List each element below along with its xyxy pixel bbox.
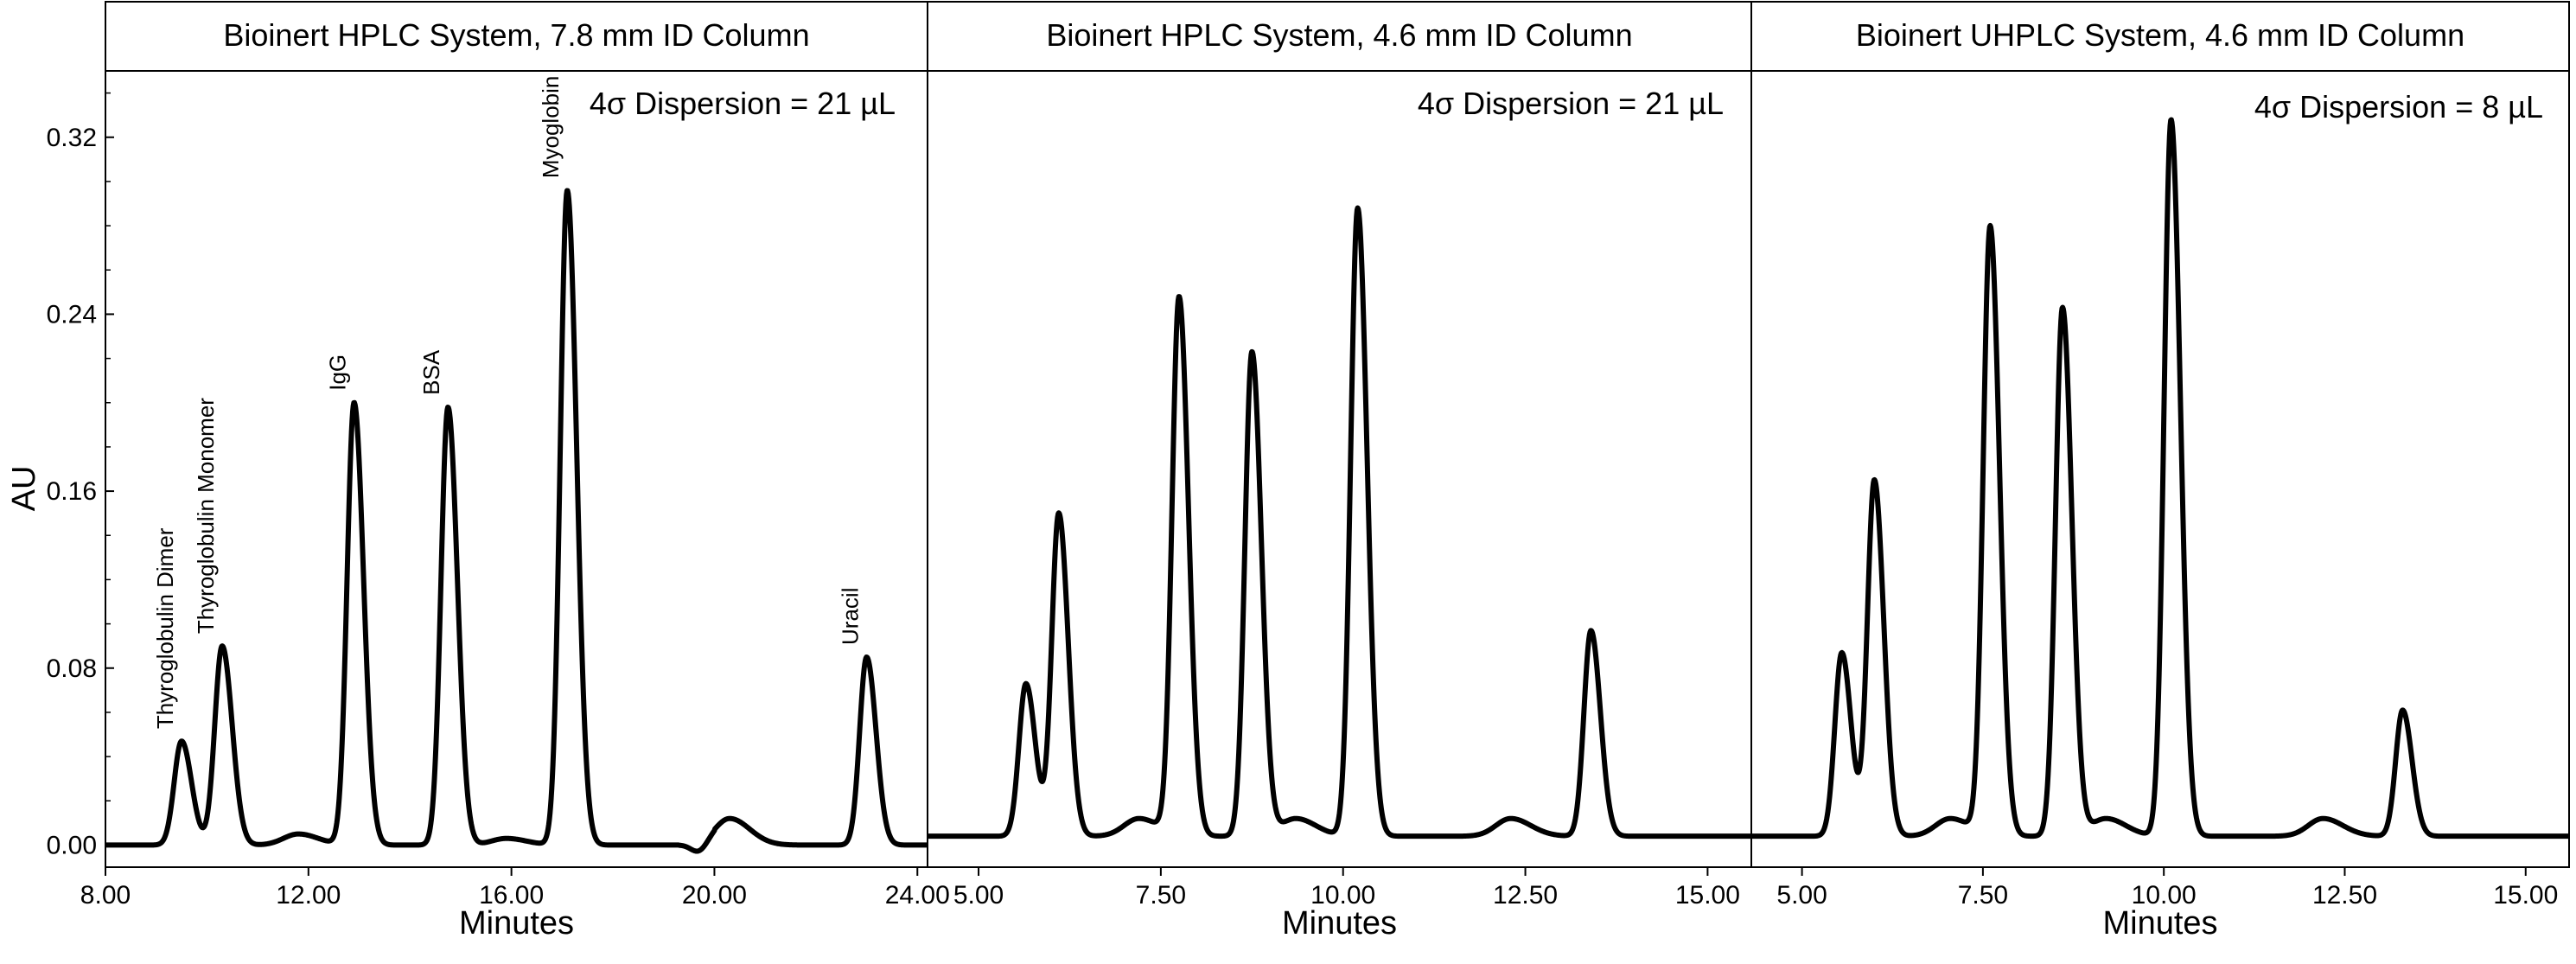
peak-point (1988, 226, 1993, 230)
peak-point (504, 836, 508, 840)
peak-point (1293, 816, 1298, 820)
panel-1: Bioinert HPLC System, 7.8 mm ID Column 4σ… (80, 1, 950, 942)
peak-point (446, 405, 450, 409)
x-tick-label: 12.50 (2312, 881, 2377, 910)
peak-point (864, 654, 869, 659)
chromatogram-trace (103, 188, 930, 854)
x-axis-title: Minutes (1282, 905, 1397, 942)
plot-frame (1750, 70, 2570, 868)
peak-label: BSA (418, 349, 444, 395)
peak-point (1872, 478, 1877, 482)
peak-point (1056, 511, 1061, 515)
peak-point (1840, 650, 1844, 654)
peak-point (1137, 816, 1141, 820)
panel-title: Bioinert UHPLC System, 4.6 mm ID Column (1856, 17, 2464, 53)
x-tick-label: 10.00 (1310, 881, 1375, 910)
x-tick-label: 7.50 (1136, 881, 1186, 910)
x-tick-label: 20.00 (682, 881, 747, 910)
dispersion-annotation: 4σ Dispersion = 8 µL (2254, 89, 2543, 124)
x-tick-label: 8.00 (80, 881, 131, 910)
dispersion-annotation: 4σ Dispersion = 21 µL (590, 86, 896, 121)
x-axis-title: Minutes (2102, 905, 2217, 942)
x-axis-title: Minutes (459, 905, 574, 942)
peak-point (180, 739, 184, 744)
peak-label: Thyroglobulin Dimer (152, 527, 178, 729)
panel-2: Bioinert HPLC System, 4.6 mm ID Column 4σ… (925, 1, 1754, 942)
panel-3: Bioinert UHPLC System, 4.6 mm ID Column 4… (1749, 1, 2572, 942)
dispersion-annotation: 4σ Dispersion = 21 µL (1418, 86, 1724, 121)
panel-title: Bioinert HPLC System, 4.6 mm ID Column (1046, 17, 1632, 53)
peak-point (1023, 681, 1028, 686)
x-tick-label: 15.00 (1675, 881, 1740, 910)
peak-point (2321, 816, 2325, 820)
x-tick-label: 15.00 (2493, 881, 2558, 910)
y-tick-label: 0.24 (47, 300, 97, 329)
peak-point (2401, 708, 2405, 712)
panel-title: Bioinert HPLC System, 7.8 mm ID Column (223, 17, 809, 53)
peak-label: IgG (325, 354, 351, 391)
y-axis-title: AU (6, 466, 42, 512)
x-tick-label: 10.00 (2132, 881, 2197, 910)
chromatogram-trace (925, 205, 1754, 840)
x-tick-label: 24.00 (885, 881, 950, 910)
plot-frame (927, 70, 1752, 868)
y-tick-label: 0.08 (47, 654, 97, 683)
y-tick-label: 0.00 (47, 831, 97, 859)
plot-frame (105, 70, 928, 868)
peak-point (1355, 206, 1360, 210)
peak-point (1948, 816, 1953, 820)
peak-label: Uracil (838, 588, 864, 645)
x-tick-label: 7.50 (1958, 881, 2008, 910)
x-tick-label: 16.00 (479, 881, 544, 910)
peak-point (1508, 816, 1513, 820)
x-tick-label: 12.50 (1493, 881, 1558, 910)
peak-point (1589, 629, 1593, 633)
chromatogram-trace (1749, 117, 2572, 840)
x-tick-label: 5.00 (953, 881, 1004, 910)
peak-label: Myoglobin (538, 76, 564, 179)
peak-label: Thyroglobulin Monomer (193, 398, 219, 634)
x-tick-label: 12.00 (276, 881, 341, 910)
peak-point (352, 400, 356, 405)
peak-point (296, 832, 301, 836)
peak-point (2060, 305, 2064, 310)
peak-point (565, 188, 570, 193)
peak-point (728, 816, 732, 820)
y-tick-label: 0.16 (47, 477, 97, 506)
panel-title-box (1750, 1, 2570, 72)
peak-point (220, 644, 225, 648)
peak-point (1176, 297, 1181, 301)
peak-point (2104, 816, 2108, 820)
peak-point (1250, 349, 1254, 354)
panel-title-box (105, 1, 928, 72)
peak-point (2169, 118, 2173, 122)
x-tick-label: 5.00 (1776, 881, 1827, 910)
y-tick-label: 0.32 (47, 124, 97, 152)
